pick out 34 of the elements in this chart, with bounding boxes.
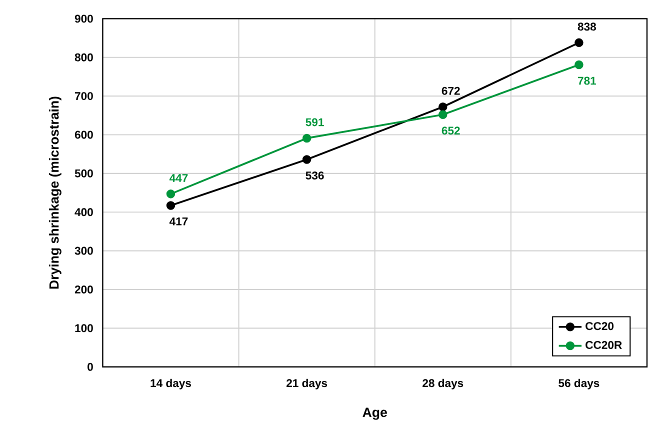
data-label: 781 bbox=[578, 76, 596, 85]
point bbox=[302, 134, 312, 143]
y-tick-label: 200 bbox=[74, 286, 93, 294]
legend-label: CC20 bbox=[586, 322, 614, 330]
y-tick-label: 500 bbox=[74, 169, 93, 178]
point bbox=[166, 190, 176, 198]
y-tick-label: 0 bbox=[88, 362, 93, 371]
point bbox=[574, 38, 584, 48]
data-label: 417 bbox=[169, 218, 188, 226]
y-axis-title: Drying shrinkage (microstrain) bbox=[48, 96, 62, 289]
x-tick-label: 21 days bbox=[286, 378, 328, 390]
legend-label: CC20R bbox=[586, 341, 622, 350]
y-tick-label: 700 bbox=[75, 92, 93, 100]
data-label: 447 bbox=[169, 174, 188, 182]
point bbox=[438, 102, 448, 112]
data-label: 652 bbox=[442, 126, 460, 135]
y-tick-label: 300 bbox=[74, 246, 93, 255]
point bbox=[302, 155, 312, 164]
point bbox=[438, 110, 448, 120]
data-label: 536 bbox=[306, 172, 324, 180]
y-tick-label: 100 bbox=[75, 324, 93, 332]
y-tick-label: 800 bbox=[74, 53, 93, 62]
y-tick-label: 900 bbox=[74, 14, 93, 23]
data-label: 838 bbox=[578, 22, 596, 31]
x-tick-label: 14 days bbox=[150, 378, 191, 390]
point bbox=[574, 60, 584, 70]
y-tick-label: 600 bbox=[74, 130, 93, 139]
x-axis-title: Age bbox=[362, 408, 387, 420]
y-tick-label: 400 bbox=[74, 208, 93, 216]
x-tick-label: 56 days bbox=[558, 378, 600, 390]
point bbox=[166, 201, 176, 210]
data-label: 672 bbox=[442, 86, 460, 95]
x-tick-label: 28 days bbox=[422, 378, 464, 390]
data-label: 591 bbox=[306, 118, 324, 126]
